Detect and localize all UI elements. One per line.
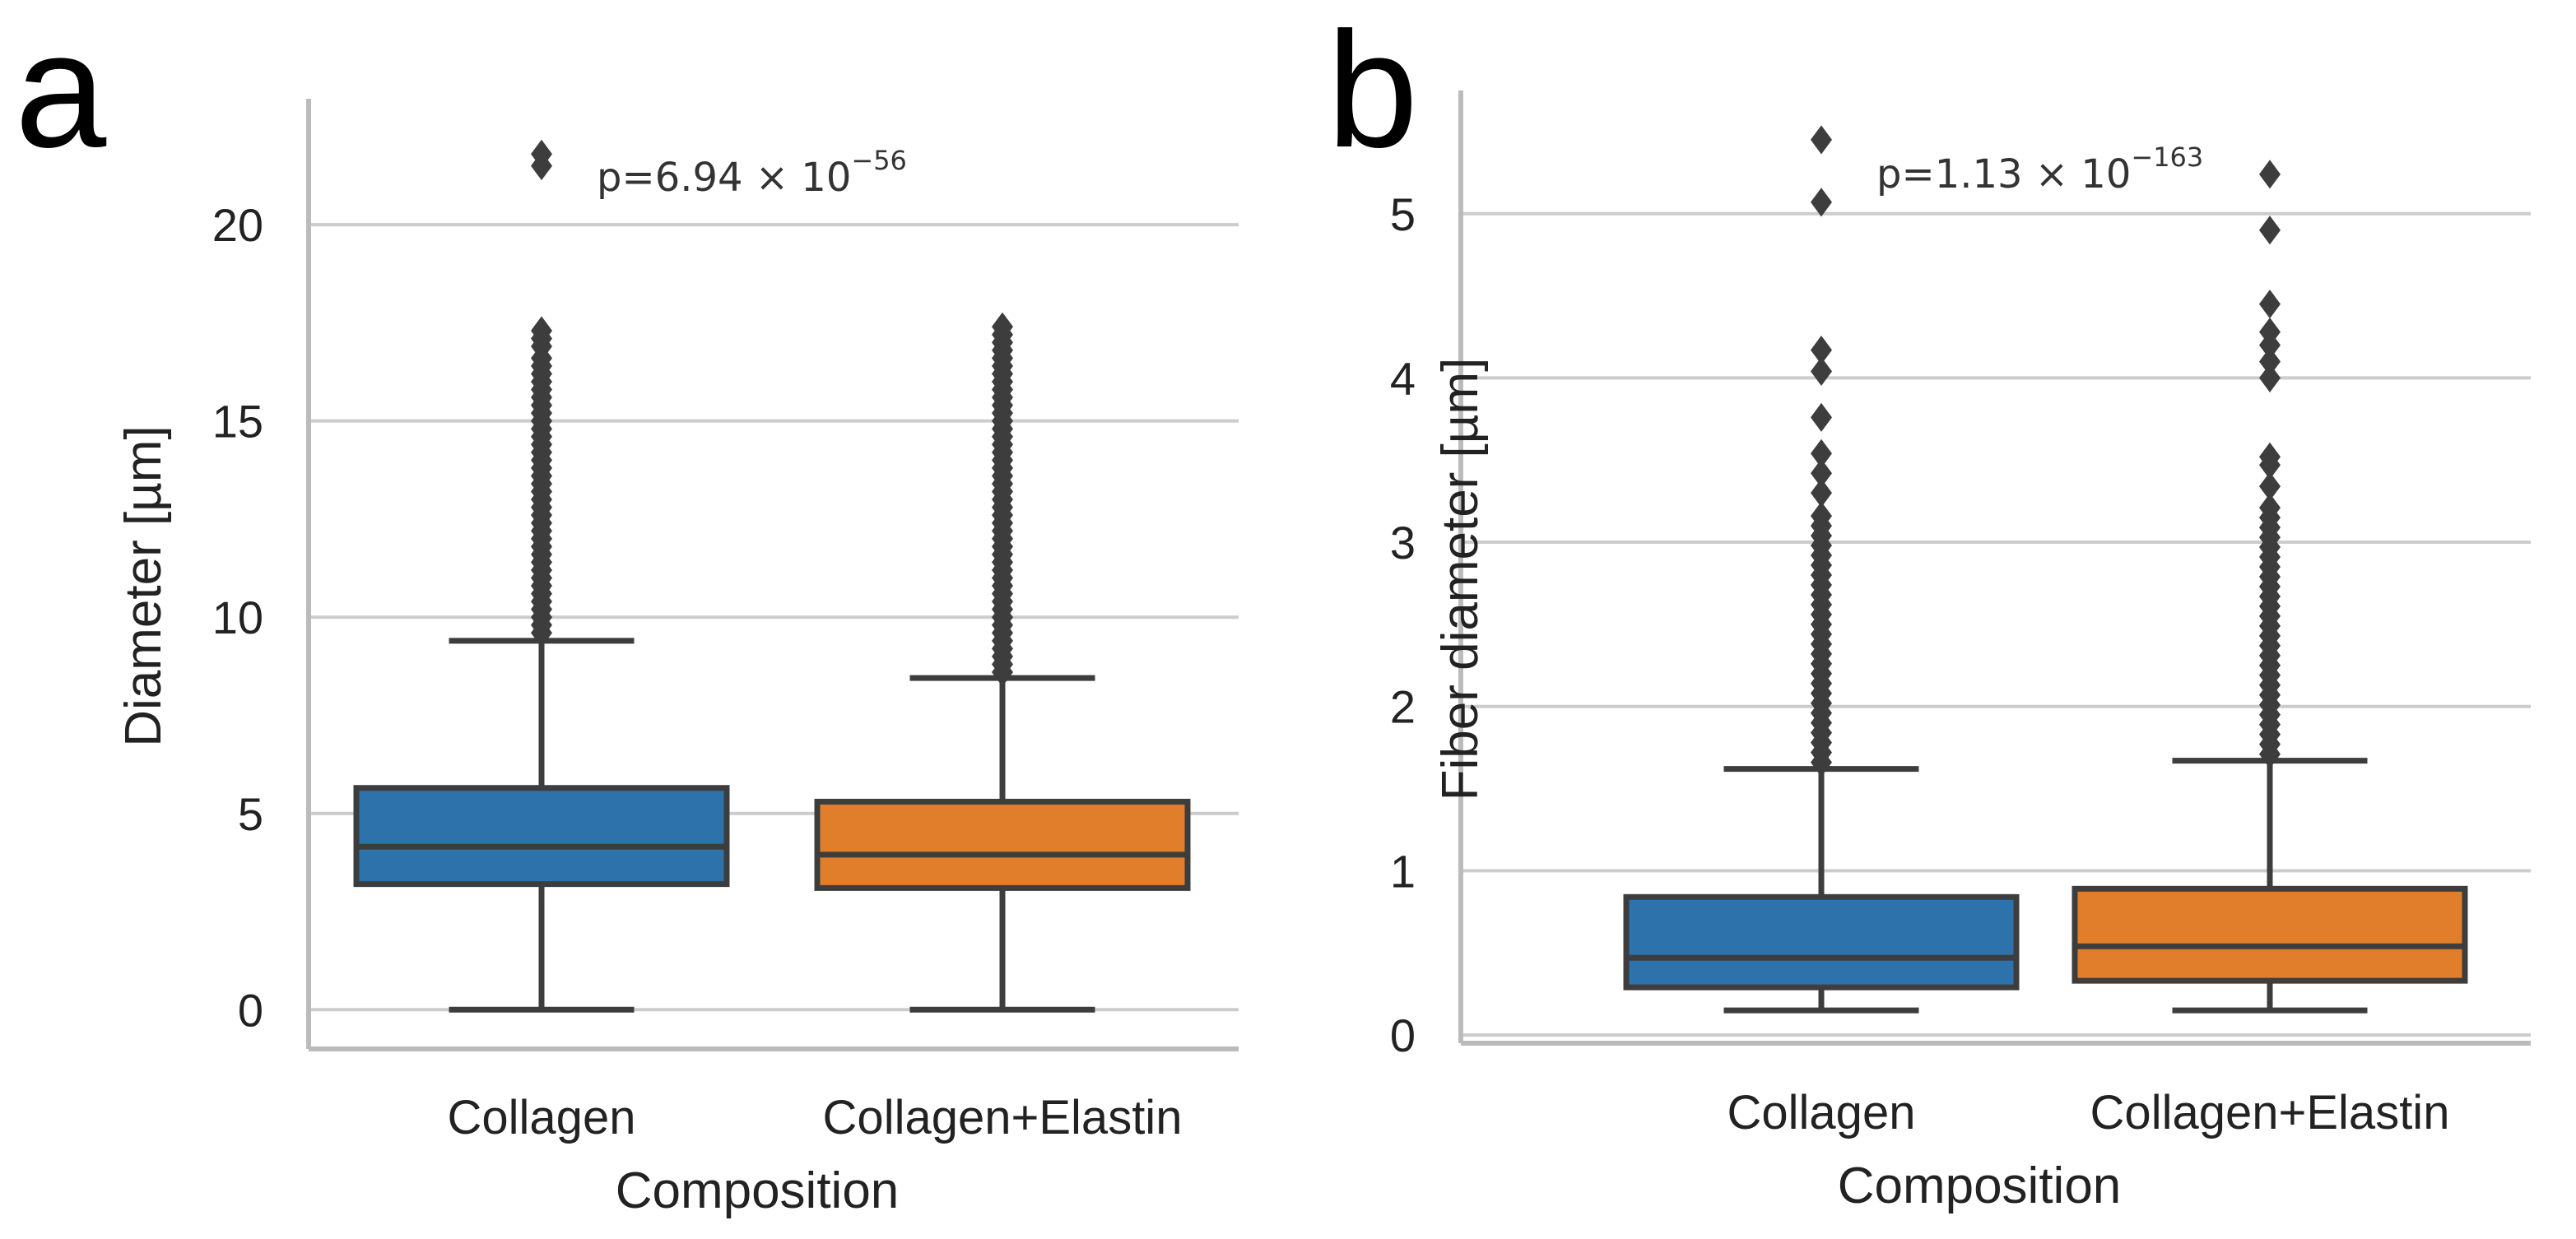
- outlier-point: [2259, 346, 2281, 376]
- y-tick-label: 15: [212, 396, 263, 448]
- box-collagen-elastin: [2071, 160, 2468, 1014]
- y-tick-label: 2: [1390, 681, 1416, 733]
- box-collagen: [1623, 125, 2020, 1014]
- outlier-point: [2259, 317, 2281, 347]
- outlier-point: [531, 139, 552, 169]
- p-value-annotation: p=6.94 × 10−56: [597, 145, 907, 201]
- x-tick-label: Collagen+Elastin: [2090, 1086, 2450, 1139]
- y-axis-title: Fiber diameter [µm]: [1432, 358, 1489, 801]
- panel-letter: a: [15, 0, 107, 182]
- panel-letter: b: [1327, 0, 1418, 182]
- p-value-exponent: −56: [851, 145, 907, 176]
- y-tick-label: 0: [238, 984, 263, 1036]
- outlier-point: [2259, 216, 2281, 245]
- outlier-point: [1811, 125, 1832, 155]
- y-tick-label: 1: [1390, 845, 1416, 897]
- panel-a: a 0 5 10 15 20 Collagen Collagen+Elastin Composi…: [15, 0, 1239, 1219]
- x-tick-label: Collagen: [1727, 1086, 1916, 1139]
- outlier-point: [2259, 363, 2281, 392]
- y-tick-label: 10: [212, 592, 263, 643]
- outlier-point: [1811, 335, 1832, 365]
- outlier-point: [1811, 439, 1832, 468]
- outlier-point: [1811, 356, 1832, 386]
- outlier-point: [2259, 493, 2281, 522]
- box-iqr: [353, 785, 730, 888]
- outlier-point: [2259, 442, 2281, 471]
- outlier-point: [1811, 478, 1832, 508]
- p-value-times-ten: × 10: [743, 155, 852, 201]
- y-tick-label: 20: [212, 199, 263, 251]
- outlier-point: [1811, 188, 1832, 217]
- y-tick-label: 4: [1390, 352, 1416, 404]
- outlier-point: [1811, 458, 1832, 488]
- x-axis-title: Composition: [1838, 1158, 2122, 1214]
- outlier-point: [2259, 160, 2281, 189]
- outlier-point: [2259, 290, 2281, 319]
- x-axis-title: Composition: [616, 1162, 900, 1219]
- panel-b: b 0 1 2 3 4 5 Collagen Collagen+Elastin Compositi…: [1327, 0, 2531, 1214]
- outlier-point: [1811, 501, 1832, 531]
- y-tick-label: 3: [1390, 517, 1416, 568]
- p-value-mantissa: p=6.94: [597, 155, 743, 201]
- x-tick-label: Collagen: [448, 1091, 636, 1144]
- p-value-times-ten: × 10: [2023, 151, 2132, 197]
- box-collagen: [353, 139, 730, 1013]
- p-value-annotation: p=1.13 × 10−163: [1876, 142, 2203, 197]
- outlier-point: [992, 312, 1013, 341]
- box-iqr: [814, 798, 1191, 891]
- outlier-point: [2259, 471, 2281, 501]
- y-tick-label: 0: [1390, 1009, 1416, 1061]
- outlier-point: [531, 316, 552, 346]
- p-value-mantissa: p=1.13: [1876, 151, 2023, 197]
- box-collagen-elastin: [814, 312, 1191, 1013]
- box-iqr: [1623, 893, 2020, 991]
- x-tick-label: Collagen+Elastin: [823, 1091, 1183, 1144]
- outlier-point: [1811, 402, 1832, 432]
- box-iqr: [2071, 885, 2468, 984]
- y-tick-label: 5: [1390, 188, 1416, 240]
- p-value-exponent: −163: [2131, 142, 2203, 173]
- y-tick-label: 5: [238, 788, 263, 840]
- y-axis-title: Diameter [µm]: [115, 425, 172, 747]
